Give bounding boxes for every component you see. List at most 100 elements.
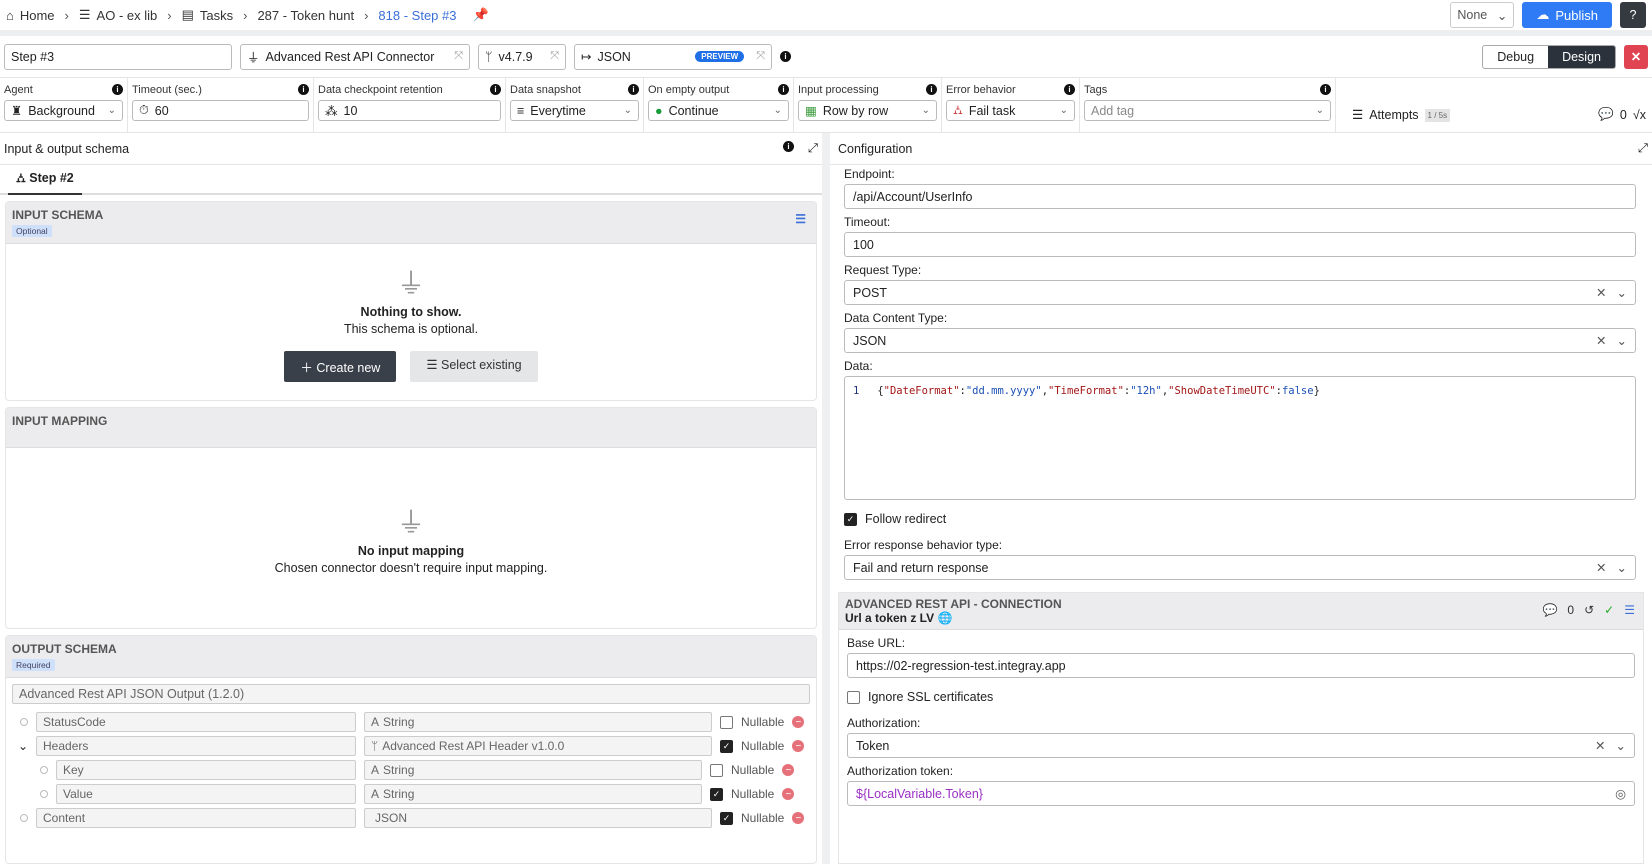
field-name-input[interactable]: Content — [36, 808, 356, 828]
debug-button[interactable]: Debug — [1497, 49, 1535, 64]
publish-button[interactable]: ☁ Publish — [1522, 2, 1612, 28]
table-rows-icon: ▦ — [805, 104, 817, 118]
breadcrumb-lib[interactable]: AO - ex lib — [96, 7, 158, 23]
expand-icon[interactable]: ⤧ — [550, 50, 559, 62]
list-icon[interactable]: ☰ — [795, 212, 806, 226]
nullable-checkbox[interactable]: ✓ — [720, 739, 733, 753]
tags-input[interactable]: Add tag ⌄ — [1084, 100, 1331, 121]
input-processing-select[interactable]: ▦ Row by row ⌄ — [798, 100, 937, 121]
error-behavior-select[interactable]: ⛼ Fail task ⌄ — [946, 100, 1075, 121]
timeout-input[interactable]: ⏱ 60 — [132, 100, 309, 121]
clear-icon[interactable]: ✕ — [1596, 334, 1607, 348]
info-icon[interactable]: i — [780, 51, 791, 62]
eye-slash-icon[interactable]: ◎ — [1615, 787, 1626, 801]
field-name-input[interactable]: StatusCode — [36, 712, 356, 732]
snapshot-select[interactable]: ≡ Everytime ⌄ — [510, 100, 639, 121]
breadcrumb-home[interactable]: Home — [19, 7, 55, 23]
nullable-checkbox[interactable] — [720, 715, 733, 729]
nullable-checkbox[interactable] — [710, 763, 723, 777]
expand-icon[interactable]: ⤢ — [807, 141, 818, 155]
environment-select[interactable]: None ⌄ — [1450, 2, 1515, 28]
home-icon: ⌂ — [6, 7, 14, 23]
error-behavior-select[interactable]: Fail and return response ✕ ⌄ — [844, 555, 1636, 580]
tab-step-2[interactable]: ⛼ Step #2 — [8, 165, 82, 195]
field-type-select[interactable]: A String — [364, 712, 712, 732]
comments-icon[interactable]: 💬 — [1542, 603, 1558, 617]
info-icon[interactable]: i — [490, 84, 501, 95]
mode-toggle: Debug Design — [1482, 44, 1616, 69]
empty-output-value: Continue — [668, 103, 719, 118]
design-button[interactable]: Design — [1548, 45, 1615, 68]
clear-icon[interactable]: ✕ — [1596, 286, 1607, 300]
expand-icon[interactable]: ⤧ — [454, 50, 463, 62]
nullable-checkbox[interactable]: ✓ — [720, 811, 733, 825]
info-icon[interactable]: i — [782, 141, 794, 152]
nullable-label: Nullable — [741, 715, 785, 729]
select-existing-button[interactable]: ☰ Select existing — [410, 351, 538, 382]
breadcrumb-tasks[interactable]: Tasks — [199, 7, 234, 23]
field-type: JSON — [375, 811, 408, 825]
remove-icon[interactable]: − — [792, 716, 805, 728]
clear-icon[interactable]: ✕ — [1595, 739, 1606, 753]
info-icon[interactable]: i — [628, 84, 639, 95]
expand-icon[interactable]: ⤢ — [1637, 141, 1648, 155]
ignore-ssl-checkbox[interactable]: Ignore SSL certificates — [847, 690, 1635, 704]
remove-icon[interactable]: − — [782, 764, 795, 776]
version-field[interactable]: ᛘ v4.7.9 ⤧ — [478, 43, 566, 70]
create-new-button[interactable]: ＋ Create new — [284, 351, 397, 382]
endpoint-input[interactable]: /api/Account/UserInfo — [844, 184, 1636, 209]
clear-icon[interactable]: ✕ — [1596, 561, 1607, 575]
field-type-select[interactable]: A String — [364, 784, 702, 804]
expand-icon[interactable]: ⤧ — [756, 50, 765, 62]
snapshot-label: Data snapshot — [510, 84, 581, 96]
comments-icon[interactable]: 💬 — [1598, 107, 1614, 121]
pin-icon[interactable]: 📌 — [472, 7, 489, 22]
retention-input[interactable]: ⁂ 10 — [318, 100, 501, 121]
info-icon[interactable]: i — [778, 84, 789, 95]
agent-select[interactable]: ♜ Background ⌄ — [4, 100, 123, 121]
format-field[interactable]: ↦ JSON PREVIEW ⤧ — [574, 43, 772, 70]
plug-icon: ⏚ — [396, 507, 425, 538]
schema-row: StatusCode A String Nullable − — [16, 712, 806, 732]
token-input[interactable]: ${LocalVariable.Token} ◎ — [847, 781, 1635, 806]
formula-icon[interactable]: √x — [1632, 108, 1646, 122]
breadcrumb-task[interactable]: 287 - Token hunt — [257, 7, 355, 23]
request-type-select[interactable]: POST ✕ ⌄ — [844, 280, 1636, 305]
base-url-input[interactable]: https://02-regression-test.integray.app — [847, 653, 1635, 678]
list-icon[interactable]: ☰ — [1624, 603, 1635, 617]
remove-icon[interactable]: − — [782, 788, 795, 800]
field-type-select[interactable]: ᛘ Advanced Rest API Header v1.0.0 — [364, 736, 712, 756]
endpoint-label: Endpoint: — [844, 167, 895, 181]
field-type-select[interactable]: JSON — [364, 808, 712, 828]
schema-name-field[interactable]: Advanced Rest API JSON Output (1.2.0) — [12, 684, 810, 704]
empty-output-select[interactable]: ● Continue ⌄ — [648, 100, 789, 121]
remove-icon[interactable]: − — [792, 740, 805, 752]
info-icon[interactable]: i — [112, 84, 123, 95]
authorization-select[interactable]: Token ✕ ⌄ — [847, 733, 1635, 758]
list-icon[interactable]: ☰ — [1352, 108, 1364, 122]
help-button[interactable]: ? — [1620, 2, 1646, 28]
content-type-select[interactable]: JSON ✕ ⌄ — [844, 328, 1636, 353]
undo-icon[interactable]: ↺ — [1584, 603, 1595, 617]
remove-icon[interactable]: − — [792, 812, 805, 824]
connector-name: Advanced Rest API Connector — [265, 49, 435, 64]
info-icon[interactable]: i — [926, 84, 937, 95]
chevron-down-icon[interactable]: ⌄ — [17, 739, 28, 753]
timeout-input[interactable]: 100 — [844, 232, 1636, 257]
nullable-checkbox[interactable]: ✓ — [710, 787, 723, 801]
step-name-input[interactable]: Step #3 — [4, 43, 232, 70]
field-name-input[interactable]: Value — [56, 784, 356, 804]
attempts-label[interactable]: Attempts — [1369, 108, 1419, 122]
info-icon[interactable]: i — [1064, 84, 1075, 95]
close-button[interactable]: ✕ — [1624, 44, 1648, 69]
check-double-icon[interactable]: ✓ — [1604, 603, 1615, 617]
data-code-editor[interactable]: 1 {"DateFormat":"dd.mm.yyyy","TimeFormat"… — [844, 376, 1636, 500]
follow-redirect-checkbox[interactable]: ✓ Follow redirect — [844, 512, 1636, 526]
field-type-select[interactable]: A String — [364, 760, 702, 780]
field-name-input[interactable]: Headers — [36, 736, 356, 756]
info-icon[interactable]: i — [1320, 84, 1331, 95]
connector-field[interactable]: ⏚ Advanced Rest API Connector ⤧ — [240, 43, 470, 70]
info-icon[interactable]: i — [298, 84, 309, 95]
chevron-down-icon: ⌄ — [1616, 561, 1627, 575]
field-name-input[interactable]: Key — [56, 760, 356, 780]
